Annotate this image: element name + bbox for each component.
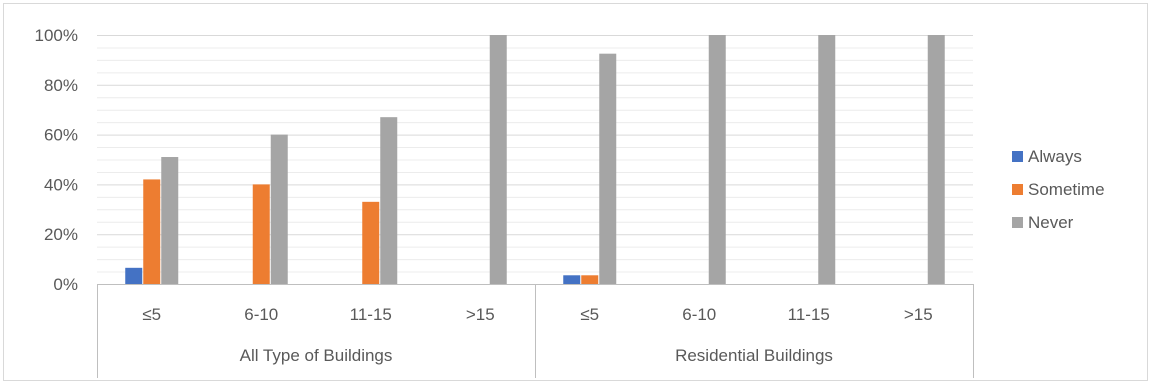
x-tick-label: 6-10	[682, 305, 716, 324]
bar-never	[380, 117, 398, 284]
bar-never	[818, 35, 836, 284]
x-tick-label: >15	[904, 305, 933, 324]
axes	[97, 284, 974, 378]
legend: Always Sometime Never	[1012, 140, 1105, 239]
y-tick-label: 40%	[44, 175, 78, 194]
chart-frame	[3, 3, 1148, 381]
legend-swatch-always	[1012, 151, 1023, 162]
x-tick-label: 6-10	[244, 305, 278, 324]
y-tick-label: 100%	[35, 26, 78, 45]
gridlines	[97, 35, 973, 285]
bar-sometime	[362, 201, 380, 284]
group-label: All Type of Buildings	[240, 346, 393, 365]
y-tick-label: 0%	[53, 275, 78, 294]
legend-item-always: Always	[1012, 140, 1105, 173]
bar-sometime	[143, 179, 161, 284]
legend-item-sometime: Sometime	[1012, 173, 1105, 206]
x-tick-label: ≤5	[580, 305, 599, 324]
y-tick-label: 60%	[44, 126, 78, 145]
bar-never	[489, 35, 507, 284]
y-tick-label: 20%	[44, 225, 78, 244]
legend-label-always: Always	[1028, 146, 1082, 166]
bar-never	[599, 53, 617, 284]
legend-swatch-never	[1012, 217, 1023, 228]
x-tick-label: 11-15	[350, 305, 392, 324]
legend-label-sometime: Sometime	[1028, 179, 1105, 199]
x-tick-label: >15	[466, 305, 495, 324]
x-tick-label: ≤5	[142, 305, 161, 324]
bar-sometime	[581, 275, 599, 284]
bar-sometime	[252, 184, 270, 284]
bar-never	[708, 35, 726, 284]
bar-always	[125, 267, 143, 284]
x-tick-label: 11-15	[788, 305, 830, 324]
axis-labels: 0% 20% 40% 60% 80% 100% ≤5 6-10 11-15 >15 ≤5 6-10 11…	[35, 26, 933, 365]
group-label: Residential Buildings	[675, 346, 833, 365]
bar-always	[563, 275, 581, 284]
legend-item-never: Never	[1012, 206, 1105, 239]
bar-never	[270, 134, 288, 284]
bar-never	[927, 35, 945, 284]
bar-never	[161, 157, 179, 284]
bars	[125, 35, 945, 284]
legend-label-never: Never	[1028, 212, 1074, 232]
legend-swatch-sometime	[1012, 184, 1023, 195]
y-tick-label: 80%	[44, 76, 78, 95]
